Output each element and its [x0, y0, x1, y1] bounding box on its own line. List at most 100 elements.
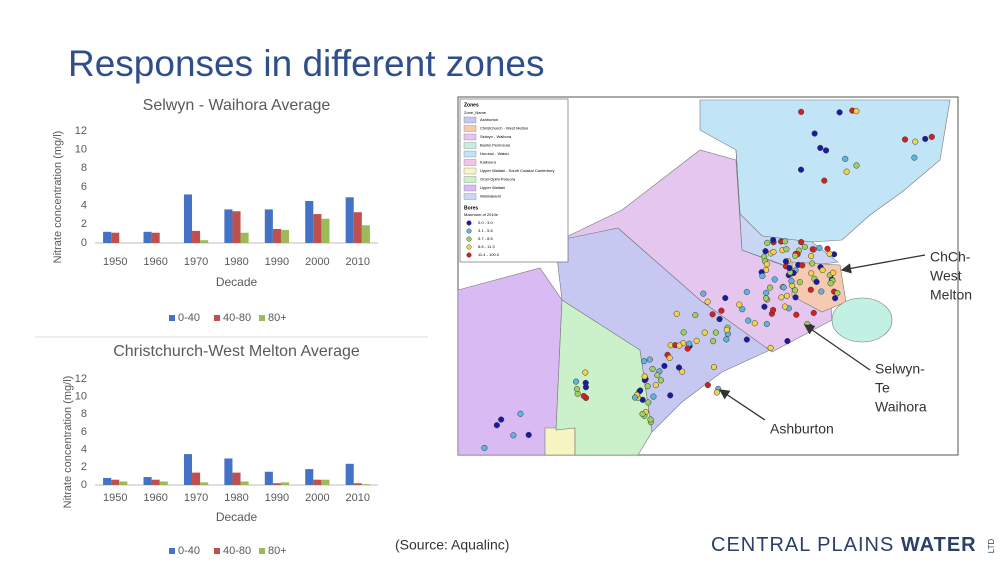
- bar: [103, 231, 112, 243]
- bore: [762, 248, 769, 255]
- bore: [822, 147, 830, 154]
- bore: [902, 136, 909, 143]
- bore: [644, 383, 651, 390]
- zone-swatch: [463, 142, 477, 149]
- legend-label: 0-40: [178, 312, 200, 324]
- bore: [736, 301, 743, 308]
- bore: [654, 372, 661, 379]
- logo: CENTRAL PLAINS WATER: [711, 534, 977, 556]
- legend-swatch: [214, 315, 220, 321]
- bore: [766, 284, 774, 291]
- x-tick-label: 2000: [305, 256, 329, 268]
- logo-bold: WATER: [901, 534, 977, 556]
- bore: [646, 356, 653, 363]
- map-legend-title: Zones: [464, 102, 479, 108]
- bore: [680, 329, 687, 336]
- bar: [345, 197, 354, 243]
- bore: [649, 365, 656, 373]
- bore: [843, 168, 850, 175]
- bore: [798, 239, 805, 246]
- bore: [830, 269, 837, 276]
- map-zone: [544, 427, 576, 456]
- bore: [808, 270, 815, 277]
- x-tick-label: 2010: [346, 256, 370, 268]
- zone-label: Selwyn - Waihora: [480, 134, 512, 139]
- bore: [666, 354, 673, 361]
- y-tick-label: 12: [75, 125, 87, 137]
- y-tick-label: 8: [81, 162, 87, 174]
- bore: [922, 135, 929, 142]
- bore: [770, 248, 777, 256]
- bore: [778, 294, 785, 301]
- bore: [525, 431, 532, 438]
- bar: [305, 201, 314, 243]
- zone-label: Waimakariri: [480, 194, 501, 199]
- bore: [911, 154, 918, 161]
- bore: [693, 337, 700, 344]
- bores-subtitle: Maximum of 2010s: [464, 212, 498, 217]
- bore-label: 11.4 - 100.0: [478, 252, 500, 257]
- bore: [817, 144, 824, 151]
- zone-label: Upper Waitaki: [480, 185, 505, 190]
- bore-label: 3.1 - 5.6: [478, 228, 493, 233]
- zone-swatch: [463, 150, 477, 158]
- annotation-arrow: [718, 389, 766, 421]
- bore: [770, 306, 777, 314]
- y-tick-label: 2: [81, 218, 87, 230]
- map-annotation: West: [930, 268, 962, 284]
- y-tick-label: 10: [75, 391, 87, 403]
- bore: [481, 444, 488, 451]
- bore: [853, 162, 860, 169]
- bore: [701, 329, 708, 336]
- bar: [240, 232, 249, 243]
- zone-swatch: [463, 167, 477, 175]
- bore-label: 0.0 - 3.0: [478, 220, 493, 225]
- bar: [240, 481, 249, 485]
- bore: [842, 155, 849, 162]
- bore: [704, 298, 711, 305]
- bore: [781, 303, 788, 310]
- legend-swatch: [169, 548, 175, 554]
- bar: [143, 477, 152, 485]
- bore: [928, 133, 935, 140]
- y-tick-label: 6: [81, 426, 87, 438]
- bore: [811, 130, 818, 137]
- bore: [661, 362, 668, 369]
- legend-label: 0-40: [178, 545, 200, 557]
- bore: [582, 369, 589, 376]
- bore: [788, 278, 795, 285]
- bore: [792, 252, 799, 259]
- map-legend: [459, 98, 569, 263]
- bore: [739, 306, 746, 313]
- zone-swatch: [463, 176, 477, 183]
- bore: [704, 382, 711, 389]
- zone-swatch: [463, 193, 477, 200]
- bore-label: 5.7 - 8.5: [478, 236, 493, 241]
- bore: [798, 108, 805, 115]
- zone-label: Ashburton: [480, 117, 498, 122]
- bore: [679, 368, 686, 375]
- zone-label: Banks Peninsula: [480, 143, 511, 148]
- bore: [807, 286, 814, 293]
- map-zone: [457, 267, 563, 456]
- bore: [819, 267, 826, 274]
- x-tick-label: 1960: [143, 492, 167, 504]
- bore-label: 8.6 - 11.3: [478, 244, 495, 249]
- map-zone: [831, 297, 893, 343]
- bar: [353, 483, 362, 485]
- zone-label: Hurunui - Waiau: [480, 151, 509, 156]
- bore: [821, 177, 828, 184]
- bar: [321, 218, 330, 243]
- bore: [783, 246, 790, 253]
- bore: [810, 309, 817, 316]
- bore: [763, 261, 770, 268]
- bore: [647, 416, 654, 423]
- bar: [183, 454, 193, 485]
- legend-label: 40-80: [223, 312, 251, 324]
- bar: [183, 194, 193, 243]
- bar: [159, 481, 168, 485]
- legend-swatch: [259, 548, 265, 554]
- bore: [572, 378, 580, 385]
- x-tick-label: 1970: [184, 256, 208, 268]
- bore: [700, 290, 707, 297]
